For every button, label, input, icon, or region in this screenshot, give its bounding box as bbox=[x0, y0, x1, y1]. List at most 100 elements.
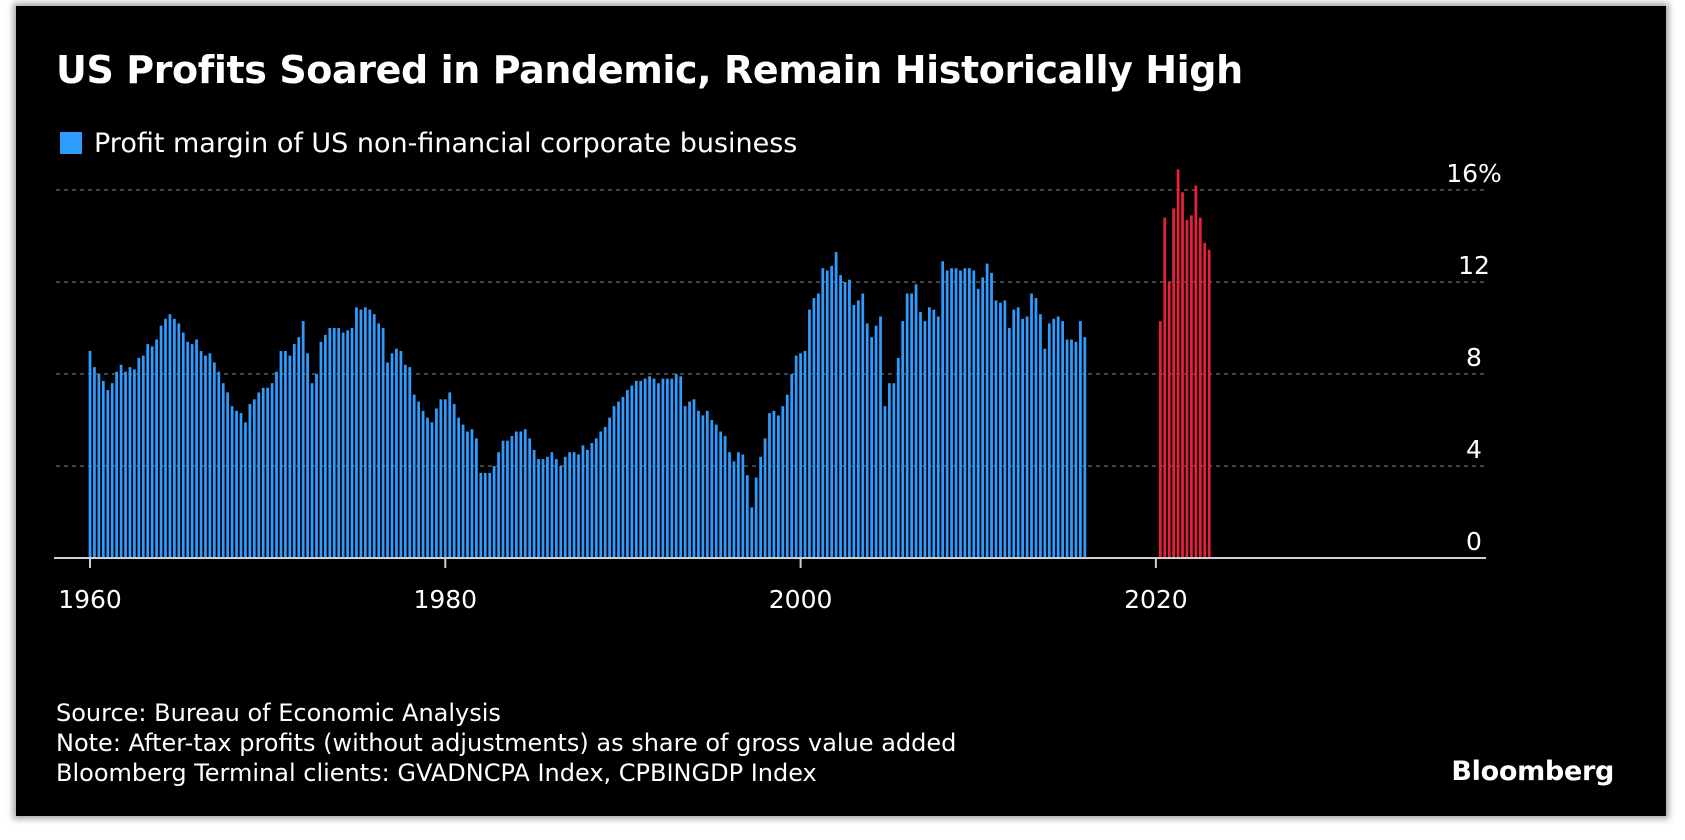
bar bbox=[967, 268, 971, 558]
bar bbox=[879, 316, 882, 558]
bar bbox=[412, 394, 416, 558]
bar bbox=[888, 383, 891, 558]
bar bbox=[883, 406, 887, 558]
bar bbox=[1065, 339, 1069, 558]
bar bbox=[923, 321, 927, 558]
bar bbox=[914, 284, 918, 558]
bar bbox=[328, 328, 332, 558]
bar bbox=[168, 314, 172, 558]
bar bbox=[417, 401, 421, 558]
bar bbox=[892, 383, 896, 558]
bar bbox=[688, 401, 691, 558]
bar bbox=[825, 270, 829, 558]
bar bbox=[603, 426, 607, 558]
bar bbox=[284, 351, 287, 558]
bar bbox=[950, 268, 953, 558]
bar bbox=[457, 417, 460, 558]
bar bbox=[475, 438, 478, 558]
bar bbox=[1070, 339, 1073, 558]
bar bbox=[928, 307, 931, 558]
bar bbox=[128, 367, 132, 558]
bar bbox=[337, 328, 341, 558]
bar bbox=[599, 431, 603, 558]
bar bbox=[106, 390, 110, 558]
bar bbox=[403, 364, 407, 558]
bar bbox=[230, 406, 234, 558]
bar bbox=[501, 440, 505, 558]
bar bbox=[390, 353, 394, 558]
bar bbox=[1167, 282, 1171, 558]
bar bbox=[1039, 314, 1042, 558]
bar bbox=[856, 300, 860, 558]
bar bbox=[239, 413, 243, 558]
bar bbox=[226, 392, 230, 558]
bar bbox=[483, 472, 487, 558]
bar bbox=[657, 383, 660, 558]
bar bbox=[537, 459, 540, 558]
bar bbox=[768, 413, 771, 558]
bar bbox=[972, 270, 976, 558]
bar bbox=[910, 293, 913, 558]
bar bbox=[963, 268, 967, 558]
bar bbox=[865, 323, 869, 558]
bar bbox=[643, 378, 647, 558]
bar bbox=[199, 351, 203, 558]
bar bbox=[235, 410, 238, 558]
bar bbox=[266, 387, 270, 558]
bar bbox=[377, 323, 381, 558]
bloomberg-logo: Bloomberg bbox=[1451, 756, 1614, 787]
bar bbox=[341, 332, 345, 558]
methodology-note: Note: After-tax profits (without adjustm… bbox=[56, 729, 957, 757]
bar bbox=[577, 454, 580, 558]
bar bbox=[821, 268, 825, 558]
bar bbox=[941, 261, 945, 558]
source-note: Source: Bureau of Economic Analysis bbox=[56, 699, 501, 727]
bar bbox=[896, 357, 900, 558]
bar bbox=[97, 374, 101, 558]
bar bbox=[101, 380, 105, 558]
bar bbox=[541, 459, 545, 558]
bar bbox=[590, 443, 594, 558]
terminal-note: Bloomberg Terminal clients: GVADNCPA Ind… bbox=[56, 759, 817, 787]
bar bbox=[870, 337, 874, 558]
bar bbox=[830, 265, 834, 558]
bar bbox=[443, 399, 447, 558]
bar bbox=[1025, 316, 1029, 558]
bar bbox=[1007, 328, 1011, 558]
x-tick-label: 1960 bbox=[58, 585, 122, 614]
bar bbox=[861, 293, 865, 558]
bar bbox=[999, 302, 1002, 558]
bar bbox=[554, 459, 558, 558]
bar bbox=[1203, 242, 1207, 558]
bar bbox=[1185, 219, 1189, 558]
bar bbox=[435, 408, 438, 558]
legend-label: Profit margin of US non-financial corpor… bbox=[94, 127, 798, 159]
bar bbox=[346, 330, 349, 558]
y-tick-label: 0 bbox=[1466, 527, 1482, 556]
bar bbox=[1052, 318, 1056, 558]
bar bbox=[368, 309, 372, 558]
bar bbox=[177, 323, 181, 558]
bar bbox=[919, 311, 922, 558]
bar bbox=[173, 318, 176, 558]
bar bbox=[381, 328, 385, 558]
bar bbox=[1034, 298, 1038, 558]
y-tick-label: 12 bbox=[1458, 251, 1490, 280]
bar bbox=[723, 436, 727, 558]
bar bbox=[488, 472, 492, 558]
bar bbox=[990, 272, 993, 558]
bar bbox=[683, 406, 687, 558]
bar bbox=[421, 410, 425, 558]
bar bbox=[306, 353, 309, 558]
bar bbox=[523, 429, 527, 558]
bar bbox=[843, 282, 847, 558]
bar bbox=[395, 348, 398, 558]
y-tick-label: 16% bbox=[1446, 159, 1502, 188]
bar bbox=[466, 431, 469, 558]
bar bbox=[386, 362, 389, 558]
bar bbox=[359, 309, 363, 558]
bar bbox=[372, 314, 376, 558]
bar bbox=[275, 371, 278, 558]
bar bbox=[155, 339, 158, 558]
bar bbox=[217, 371, 221, 558]
